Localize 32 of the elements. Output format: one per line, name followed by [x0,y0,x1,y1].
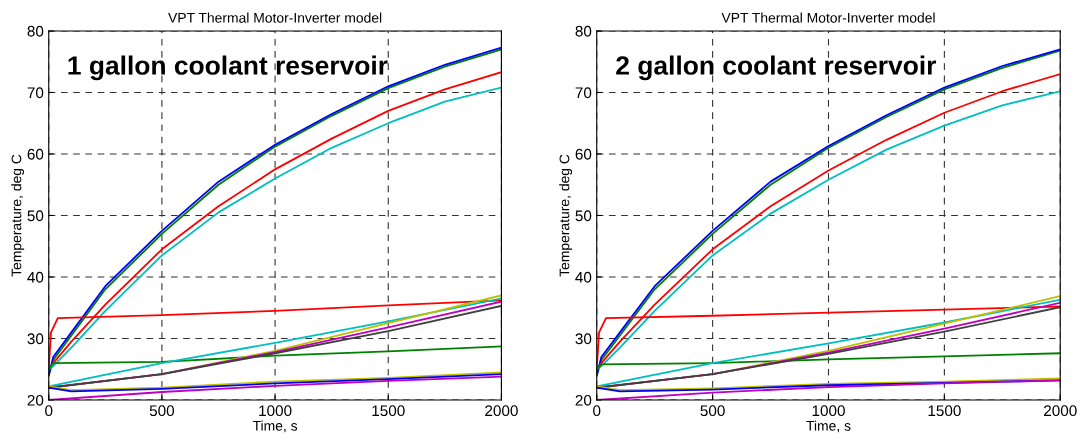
y-axis-title: Temperature, deg C [559,154,573,277]
y-tick-label: 70 [27,87,44,99]
y-axis-title: Temperature, deg C [11,154,25,277]
x-tick-label: 500 [700,405,725,417]
x-tick-label: 1000 [812,405,845,417]
x-tick-label: 2000 [485,405,518,417]
y-tick-label: 30 [27,333,44,345]
x-tick-label: 2000 [1044,405,1077,417]
x-tick-label: 1000 [259,405,292,417]
y-tick-label: 50 [27,210,44,222]
x-tick-label: 1500 [928,405,961,417]
y-tick-label: 40 [27,271,44,283]
y-tick-label: 20 [27,394,44,406]
x-axis-title: Time, s [806,420,851,433]
y-tick-label: 40 [575,271,592,283]
x-tick-label: 1500 [372,405,405,417]
x-tick-label: 500 [149,405,175,417]
x-axis-title: Time, s [252,420,298,433]
y-tick-label: 60 [575,148,592,160]
y-tick-label: 30 [575,333,592,345]
y-tick-label: 60 [27,148,44,160]
y-tick-label: 70 [575,87,592,99]
chart-title: VPT Thermal Motor-Inverter model [168,12,382,23]
x-tick-label: 0 [45,405,53,417]
y-tick-label: 80 [27,25,44,37]
y-tick-label: 50 [575,210,592,222]
chart-title: VPT Thermal Motor-Inverter model [721,12,935,23]
annotation: 1 gallon coolant reservoir [68,55,388,81]
y-tick-label: 20 [575,394,592,406]
annotation: 2 gallon coolant reservoir [616,55,937,81]
x-tick-label: 0 [593,405,601,417]
y-tick-label: 80 [575,25,592,37]
